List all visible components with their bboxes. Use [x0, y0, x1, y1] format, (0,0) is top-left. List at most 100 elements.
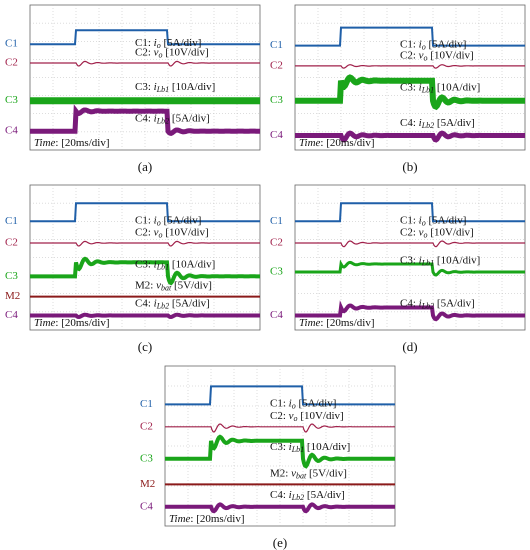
annotation-scale: [10V/div]	[428, 226, 474, 238]
channel-label: C3	[140, 452, 153, 464]
time-rest: : [20ms/div]	[55, 317, 109, 329]
annotation-prefix: C1:	[400, 214, 419, 226]
annotation-subscript: Lb2	[156, 116, 169, 125]
panel-label: (e)	[273, 535, 287, 550]
annotation-scale: [5A/div]	[169, 112, 210, 124]
annotation-prefix: C2:	[135, 46, 154, 58]
annotation-prefix: C3:	[270, 440, 289, 452]
channel-label: C2	[270, 59, 283, 71]
annotation-symbol: v	[154, 226, 159, 238]
waveform	[165, 385, 395, 406]
channel-annotation: M2: vbat [5V/div]	[270, 467, 347, 480]
channel-annotation: C1: io [5A/div]	[135, 37, 201, 50]
annotation-scale: [5A/div]	[169, 297, 210, 309]
annotation-prefix: C1:	[135, 214, 154, 226]
time-rest: : [20ms/div]	[320, 137, 374, 149]
annotation-prefix: C3:	[400, 81, 419, 93]
annotation-prefix: C4:	[400, 297, 419, 309]
annotation-scale: [10V/div]	[428, 49, 474, 61]
annotation-scale: [5A/div]	[304, 488, 345, 500]
channel-label: C1	[140, 398, 153, 410]
channel-annotation: M2: vbat [5V/div]	[135, 279, 212, 292]
annotation-scale: [5A/div]	[426, 214, 467, 226]
channel-annotation: C1: io [5A/div]	[135, 214, 201, 227]
annotation-subscript: Lb2	[421, 121, 434, 130]
annotation-subscript: Lb1	[156, 262, 169, 271]
annotation-subscript: o	[294, 414, 298, 423]
annotation-prefix: C2:	[135, 226, 154, 238]
annotation-symbol: v	[289, 410, 294, 422]
annotation-subscript: Lb2	[421, 301, 434, 310]
channel-label: C2	[140, 420, 153, 432]
channel-annotation: C2: vo [10V/div]	[400, 226, 474, 239]
channel-label: C1	[5, 38, 18, 50]
waveform	[30, 29, 260, 46]
annotation-subscript: o	[157, 218, 161, 227]
channel-label: C3	[270, 94, 283, 106]
annotation-prefix: C1:	[135, 37, 154, 49]
annotation-subscript: o	[159, 50, 163, 59]
annotation-symbol: i	[419, 254, 422, 266]
waveform	[30, 312, 260, 320]
channel-annotation: C3: iLb1 [10A/div]	[135, 258, 215, 271]
channel-label: C2	[270, 237, 283, 249]
annotation-subscript: Lb1	[156, 85, 169, 94]
waveform	[165, 502, 395, 514]
annotation-scale: [5A/div]	[426, 38, 467, 50]
channel-label: M2	[5, 290, 20, 302]
annotation-subscript: o	[422, 42, 426, 51]
time-rest: : [20ms/div]	[320, 317, 374, 329]
channel-annotation: C4: iLb2 [5A/div]	[400, 297, 475, 310]
annotation-scale: [10V/div]	[163, 46, 209, 58]
annotation-symbol: i	[289, 397, 292, 409]
channel-label: C2	[5, 57, 18, 69]
annotation-prefix: C1:	[400, 38, 419, 50]
waveform	[295, 64, 525, 69]
panel-label: (b)	[402, 159, 417, 174]
annotation-scale: [10V/div]	[298, 410, 344, 422]
channel-label: C4	[270, 309, 283, 321]
channel-label: C4	[5, 125, 18, 137]
time-rest: : [20ms/div]	[55, 137, 109, 149]
annotation-symbol: i	[419, 38, 422, 50]
channel-annotation: C2: vo [10V/div]	[400, 49, 474, 62]
waveform	[30, 104, 260, 136]
channel-annotation: C4: iLb2 [5A/div]	[400, 117, 475, 130]
time-scale: Time: [20ms/div]	[169, 513, 245, 525]
annotation-prefix: C2:	[400, 226, 419, 238]
channel-label: C2	[5, 237, 18, 249]
annotation-scale: [5V/div]	[171, 279, 212, 291]
annotation-symbol: i	[154, 37, 157, 49]
time-word: Time	[169, 513, 191, 525]
annotation-symbol: i	[154, 258, 157, 270]
waveform	[30, 240, 260, 247]
annotation-prefix: C3:	[135, 258, 154, 270]
waveform	[165, 423, 395, 433]
annotation-symbol: v	[419, 49, 424, 61]
channel-annotation: C3: iLb1 [10A/div]	[400, 254, 480, 267]
channel-annotation: C2: vo [10V/div]	[135, 46, 209, 59]
panel-label: (d)	[402, 339, 417, 354]
time-scale: Time: [20ms/div]	[299, 317, 375, 329]
annotation-symbol: i	[154, 297, 157, 309]
channel-annotation: C4: iLb2 [5A/div]	[135, 112, 210, 125]
annotation-prefix: M2:	[270, 467, 291, 479]
channel-label: C4	[270, 129, 283, 141]
annotation-symbol: v	[291, 467, 296, 479]
channel-annotation: C3: iLb1 [10A/div]	[135, 81, 215, 94]
annotation-subscript: bat	[161, 283, 172, 292]
annotation-symbol: v	[156, 279, 161, 291]
panel-label: (a)	[138, 159, 152, 174]
annotation-symbol: i	[419, 297, 422, 309]
annotation-symbol: i	[154, 214, 157, 226]
channel-annotation: C1: io [5A/div]	[270, 397, 336, 410]
channel-annotation: C1: io [5A/div]	[400, 214, 466, 227]
annotation-subscript: Lb2	[156, 301, 169, 310]
time-scale: Time: [20ms/div]	[34, 137, 110, 149]
annotation-scale: [10A/div]	[434, 254, 480, 266]
annotation-subscript: o	[424, 53, 428, 62]
annotation-subscript: o	[159, 230, 163, 239]
channel-label: C4	[140, 500, 153, 512]
channel-label: C1	[270, 215, 283, 227]
waveform	[295, 74, 525, 111]
